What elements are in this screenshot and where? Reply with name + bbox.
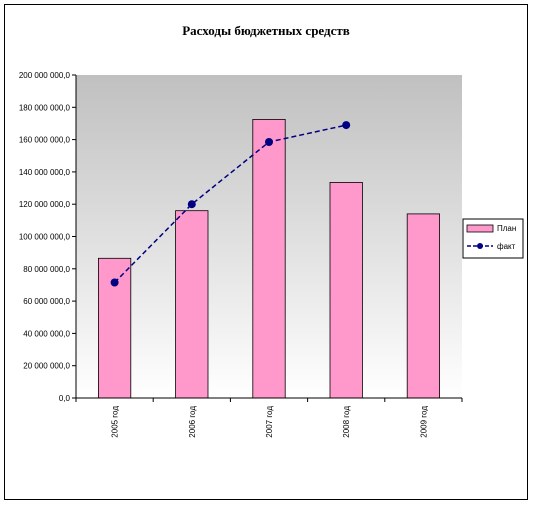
x-tick-label-0: 2005 год — [111, 406, 120, 438]
y-tick-label-2: 40 000 000,0 — [23, 329, 70, 338]
bar-plan-2 — [252, 119, 286, 399]
bar-plan-1 — [175, 210, 209, 399]
y-tick-label-6: 120 000 000,0 — [19, 200, 71, 209]
y-tick-label-7: 140 000 000,0 — [19, 168, 71, 177]
legend-label-plan: План — [497, 224, 516, 233]
chart-title: Расходы бюджетных средств — [182, 23, 350, 38]
legend-swatch-plan — [466, 224, 494, 233]
point-fact-2 — [265, 138, 273, 146]
y-tick-label-4: 80 000 000,0 — [23, 265, 70, 274]
point-fact-0 — [110, 278, 119, 287]
legend-label-fact: факт — [497, 242, 516, 251]
line-fact — [114, 124, 347, 284]
x-tick-label-2: 2007 год — [265, 406, 274, 438]
y-tick-label-8: 160 000 000,0 — [19, 136, 71, 145]
legend-marker-fact — [477, 243, 483, 249]
y-tick-label-9: 180 000 000,0 — [19, 103, 71, 112]
legend: План факт — [462, 218, 524, 259]
x-tick-label-4: 2009 год — [419, 406, 428, 438]
y-tick-label-10: 200 000 000,0 — [19, 71, 71, 80]
bars-layer — [98, 119, 441, 399]
y-tick-label-0: 0,0 — [59, 394, 71, 403]
y-tick-label-3: 60 000 000,0 — [23, 297, 70, 306]
x-tick-label-3: 2008 год — [342, 406, 351, 438]
bar-plan-3 — [329, 181, 363, 399]
x-tick-label-1: 2006 год — [188, 406, 197, 438]
y-tick-label-5: 100 000 000,0 — [19, 233, 71, 242]
y-tick-label-1: 20 000 000,0 — [23, 362, 70, 371]
point-fact-3 — [342, 121, 351, 130]
bar-plan-4 — [406, 213, 441, 399]
line-layer — [110, 121, 351, 287]
axes-layer: 0,0 20 000 000,0 40 000 000,0 60 000 000,0 8… — [19, 71, 463, 438]
point-fact-1 — [187, 200, 196, 209]
